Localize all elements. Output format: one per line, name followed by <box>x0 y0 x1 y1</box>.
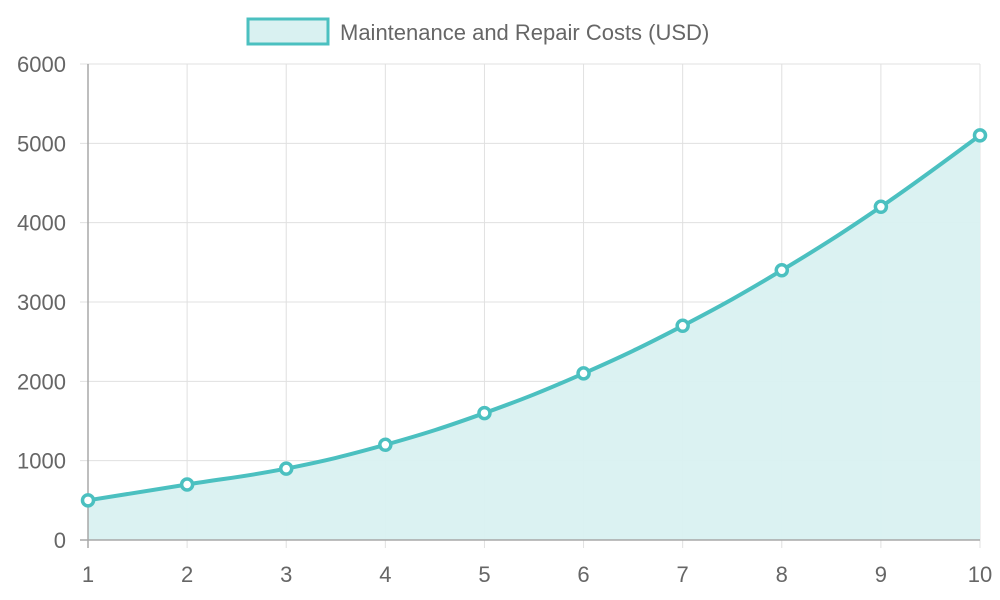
data-point[interactable] <box>576 366 591 381</box>
data-point[interactable] <box>80 493 96 508</box>
data-point[interactable] <box>972 128 988 143</box>
x-tick-label: 9 <box>875 562 887 587</box>
line-layer <box>87 133 982 503</box>
data-point[interactable] <box>378 437 393 453</box>
y-tick-label: 2000 <box>17 369 66 394</box>
points-layer <box>80 128 988 508</box>
data-point[interactable] <box>873 199 889 215</box>
data-point[interactable] <box>278 461 294 476</box>
x-tick-label: 10 <box>968 562 992 587</box>
y-tick-label: 1000 <box>17 449 66 474</box>
y-tick-label: 5000 <box>17 131 66 156</box>
axes <box>80 64 980 548</box>
y-tick-label: 3000 <box>17 290 66 315</box>
legend-label: Maintenance and Repair Costs (USD) <box>340 20 709 45</box>
data-point[interactable] <box>179 477 195 492</box>
x-tick-label: 3 <box>280 562 292 587</box>
x-tick-label: 4 <box>379 562 391 587</box>
series-area-fill <box>88 135 980 540</box>
data-point[interactable] <box>675 318 690 334</box>
y-tick-label: 4000 <box>17 211 66 236</box>
x-tick-label: 6 <box>577 562 589 587</box>
legend-swatch <box>246 17 330 46</box>
legend[interactable]: Maintenance and Repair Costs (USD) <box>246 17 709 46</box>
x-tick-label: 5 <box>478 562 490 587</box>
area-layer <box>88 135 980 540</box>
tick-labels: 0 1000 2000 3000 4000 5000 6000 1 2 3 4 5 6 7 8 9 10 <box>17 52 992 587</box>
x-tick-label: 7 <box>677 562 689 587</box>
y-tick-label: 6000 <box>17 52 66 77</box>
x-tick-label: 8 <box>776 562 788 587</box>
data-point[interactable] <box>477 405 492 421</box>
series-line <box>87 133 982 503</box>
x-tick-label: 1 <box>82 562 94 587</box>
x-tick-label: 2 <box>181 562 193 587</box>
y-tick-label: 0 <box>54 528 66 553</box>
data-point[interactable] <box>774 263 790 278</box>
